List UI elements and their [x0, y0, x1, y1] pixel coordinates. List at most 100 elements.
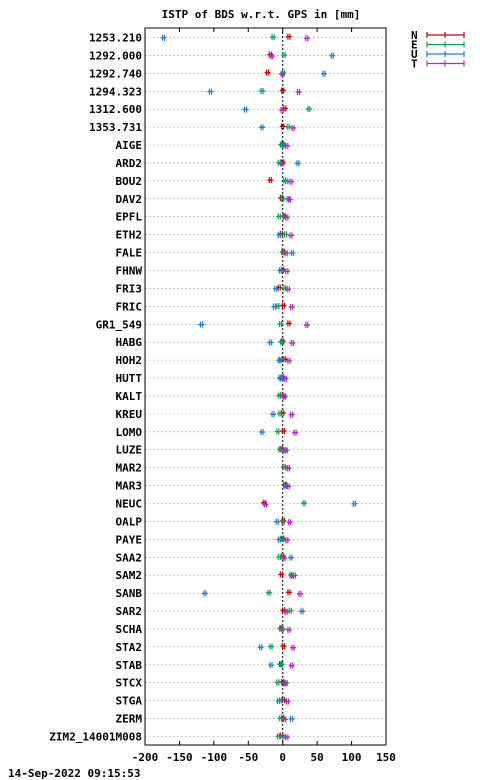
data-point	[285, 123, 292, 130]
data-point	[283, 214, 290, 221]
category-label: FHNW	[116, 265, 143, 278]
data-point	[275, 697, 282, 704]
data-point	[283, 142, 290, 149]
category-label: STCX	[116, 677, 143, 690]
category-label: FRIC	[116, 300, 143, 313]
data-point	[283, 447, 290, 454]
data-point	[287, 178, 294, 185]
data-point	[283, 734, 290, 741]
data-point	[303, 35, 310, 42]
category-label: SANB	[116, 587, 143, 600]
data-point	[281, 716, 288, 723]
data-point	[281, 680, 288, 687]
series-T	[262, 35, 310, 741]
data-point	[276, 357, 283, 364]
data-point	[296, 590, 303, 597]
data-point	[264, 69, 271, 76]
series-U	[160, 34, 358, 740]
data-point	[282, 231, 289, 238]
category-label: OALP	[116, 515, 143, 528]
data-point	[201, 590, 208, 597]
data-point	[259, 429, 266, 436]
data-point	[267, 177, 274, 184]
category-label: 1353.731	[89, 121, 142, 134]
category-label: MAR2	[116, 462, 143, 475]
data-point	[279, 123, 286, 130]
data-point	[289, 572, 296, 579]
data-point	[276, 392, 283, 399]
data-point	[283, 268, 290, 275]
x-tick-label: 150	[376, 751, 396, 764]
legend-label: N	[411, 29, 418, 42]
category-label: GR1_549	[96, 318, 142, 331]
data-point	[278, 571, 285, 578]
data-point	[268, 662, 275, 669]
category-label: STGA	[116, 695, 143, 708]
data-point	[259, 124, 266, 131]
category-label: FRI3	[116, 282, 143, 295]
legend-label: E	[411, 39, 418, 52]
data-point	[279, 87, 286, 94]
data-point	[272, 285, 279, 292]
category-label: SCHA	[116, 623, 143, 636]
x-tick-label: 0	[279, 751, 286, 764]
plot-frame	[144, 27, 387, 746]
data-point	[267, 339, 274, 346]
data-point	[303, 322, 310, 329]
category-label: NEUC	[116, 498, 143, 511]
data-point	[279, 160, 286, 167]
data-point	[288, 662, 295, 669]
data-point	[290, 644, 297, 651]
data-point	[276, 231, 283, 238]
category-label: 1294.323	[89, 85, 142, 98]
x-tick-label: 50	[311, 751, 324, 764]
data-point	[288, 304, 295, 311]
data-point	[279, 71, 286, 78]
category-label: SAM2	[116, 569, 143, 582]
x-tick-label: -100	[201, 751, 228, 764]
category-label: STA2	[116, 641, 143, 654]
category-label: ZIM2_14001M008	[49, 731, 142, 744]
category-label: 1292.740	[89, 67, 142, 80]
data-point	[286, 519, 293, 526]
category-label: 1312.600	[89, 103, 142, 116]
data-point	[289, 339, 296, 346]
data-point	[276, 553, 283, 560]
category-label: AIGE	[116, 139, 143, 152]
data-point	[287, 232, 294, 239]
category-label: SAR2	[116, 605, 143, 618]
data-point	[284, 698, 291, 705]
data-point	[282, 375, 289, 382]
data-point	[242, 106, 249, 113]
data-point	[277, 320, 284, 327]
x-axis: -200 -150 -100 -50 0 50 100 150	[132, 28, 396, 764]
legend-label: T	[411, 58, 418, 71]
data-point	[294, 160, 301, 167]
data-point	[259, 87, 266, 94]
category-label: BOU2	[116, 175, 143, 188]
data-point	[283, 250, 290, 257]
data-point	[285, 320, 292, 327]
data-point	[287, 607, 294, 614]
data-point	[279, 626, 286, 633]
data-point	[305, 105, 312, 112]
category-label: LOMO	[116, 426, 143, 439]
data-point	[285, 33, 292, 40]
data-point	[285, 589, 292, 596]
data-point	[281, 393, 288, 400]
data-point	[278, 661, 285, 668]
category-label: KREU	[116, 408, 143, 421]
series-N	[261, 33, 292, 739]
data-point	[283, 537, 290, 544]
data-point	[279, 518, 286, 525]
data-point	[290, 124, 297, 131]
data-point	[295, 89, 302, 96]
x-tick-label: 100	[342, 751, 362, 764]
data-point	[262, 501, 269, 508]
data-point	[279, 106, 286, 113]
data-point	[271, 303, 278, 310]
data-point	[279, 195, 286, 202]
x-tick-label: -150	[166, 751, 193, 764]
gridlines	[145, 37, 386, 737]
